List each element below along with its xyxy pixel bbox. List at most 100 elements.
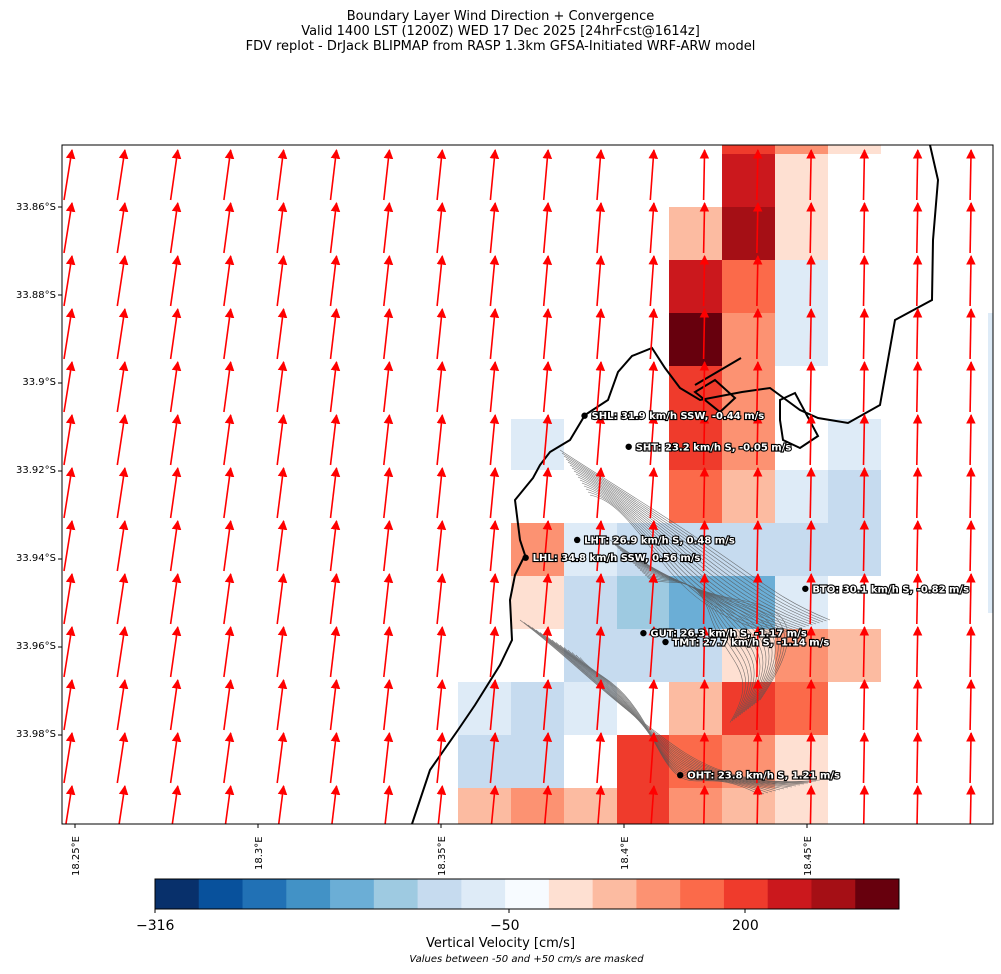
velocity-cell	[617, 576, 670, 629]
contour-line	[632, 562, 761, 714]
contour-line	[559, 449, 831, 621]
wind-arrow	[169, 626, 182, 678]
station-shl-label: SHL: 31.9 km/h SSW, -0.44 m/s	[592, 411, 765, 422]
wind-arrow	[595, 785, 606, 824]
velocity-cell	[722, 788, 775, 824]
wind-arrow	[806, 785, 816, 824]
wind-arrow	[489, 202, 500, 254]
wind-arrow	[169, 467, 182, 519]
velocity-cell	[669, 470, 722, 523]
wind-arrow	[169, 732, 182, 784]
velocity-cell	[775, 260, 828, 313]
wind-arrow	[699, 626, 710, 678]
wind-arrow	[542, 785, 553, 824]
wind-arrow	[699, 308, 710, 360]
wind-arrow	[116, 361, 129, 413]
colorbar-swatch	[811, 879, 856, 909]
wind-arrow	[116, 732, 129, 784]
wind-arrow	[912, 414, 923, 466]
wind-arrow	[912, 467, 923, 519]
wind-arrow	[383, 785, 394, 824]
wind-arrow	[276, 467, 288, 519]
contour-line	[579, 657, 761, 796]
wind-arrow	[648, 467, 659, 519]
wind-arrow	[912, 732, 923, 784]
wind-arrow	[65, 785, 76, 824]
wind-arrow	[542, 149, 553, 201]
wind-arrow	[859, 785, 870, 824]
wind-arrow	[859, 308, 870, 360]
wind-arrow	[648, 414, 659, 466]
wind-arrow	[223, 573, 235, 625]
wind-arrow	[542, 308, 553, 360]
station-tmt-dot	[662, 638, 669, 646]
wind-arrow	[912, 679, 923, 731]
velocity-cell	[669, 682, 722, 735]
wind-arrow	[648, 202, 659, 254]
plot-frame	[61, 144, 994, 825]
wind-arrow	[223, 255, 235, 307]
wind-arrow	[436, 626, 447, 678]
contour-line	[583, 485, 789, 633]
wind-arrow	[169, 520, 182, 572]
wind-arrow	[489, 414, 500, 466]
wind-arrow	[542, 361, 553, 413]
wind-arrow	[966, 732, 976, 784]
wind-arrow	[329, 679, 341, 731]
velocity-cell	[722, 470, 775, 523]
contour-line	[581, 482, 792, 632]
velocity-cell	[669, 788, 722, 824]
wind-arrow	[859, 202, 870, 254]
wind-arrow	[276, 308, 288, 360]
wind-arrow	[542, 573, 553, 625]
wind-arrow	[436, 308, 447, 360]
wind-arrow	[489, 679, 500, 731]
wind-arrow	[699, 520, 710, 572]
wind-arrow	[806, 202, 816, 254]
wind-arrow	[169, 149, 182, 201]
velocity-cell	[722, 145, 775, 154]
wind-arrow	[859, 467, 870, 519]
wind-arrow	[63, 732, 76, 784]
wind-arrow	[966, 308, 976, 360]
breakwater	[694, 357, 742, 386]
wind-arrow	[966, 626, 976, 678]
wind-arrow	[595, 308, 606, 360]
wind-arrow	[276, 679, 288, 731]
wind-arrow	[859, 414, 870, 466]
contour-line	[642, 572, 749, 720]
wind-arrow	[966, 467, 976, 519]
wind-arrow	[542, 414, 553, 466]
wind-arrow	[752, 679, 763, 731]
velocity-cell	[511, 576, 564, 629]
wind-arrow	[806, 732, 816, 784]
wind-arrow	[383, 361, 394, 413]
colorbar-swatch	[680, 879, 725, 909]
velocity-cell	[828, 470, 881, 523]
y-tick-label: 33.88°S	[16, 290, 56, 301]
station-tmt-label: TMT: 27.7 km/h S, -1.14 m/s	[672, 638, 829, 649]
wind-arrow	[329, 308, 341, 360]
contour-line	[639, 569, 752, 719]
wind-arrow	[699, 361, 710, 413]
wind-arrow	[116, 149, 129, 201]
wind-arrow	[595, 679, 606, 731]
wind-arrow	[966, 202, 976, 254]
wind-arrow	[595, 520, 606, 572]
wind-arrow	[489, 255, 500, 307]
wind-arrow	[806, 149, 816, 201]
x-tick-label: 18.25°E	[71, 836, 82, 876]
wind-arrow	[383, 414, 394, 466]
velocity-cell	[669, 523, 722, 576]
y-tick-label: 33.98°S	[16, 729, 56, 740]
harbour-outline	[693, 378, 737, 414]
wind-arrow	[116, 467, 129, 519]
contour-line	[622, 552, 773, 708]
velocity-cell	[458, 788, 511, 824]
wind-arrow	[169, 255, 182, 307]
wind-arrow	[383, 573, 394, 625]
colorbar-swatch	[505, 879, 550, 909]
wind-arrow	[489, 626, 500, 678]
wind-arrow	[752, 732, 763, 784]
contour-line	[589, 494, 778, 636]
